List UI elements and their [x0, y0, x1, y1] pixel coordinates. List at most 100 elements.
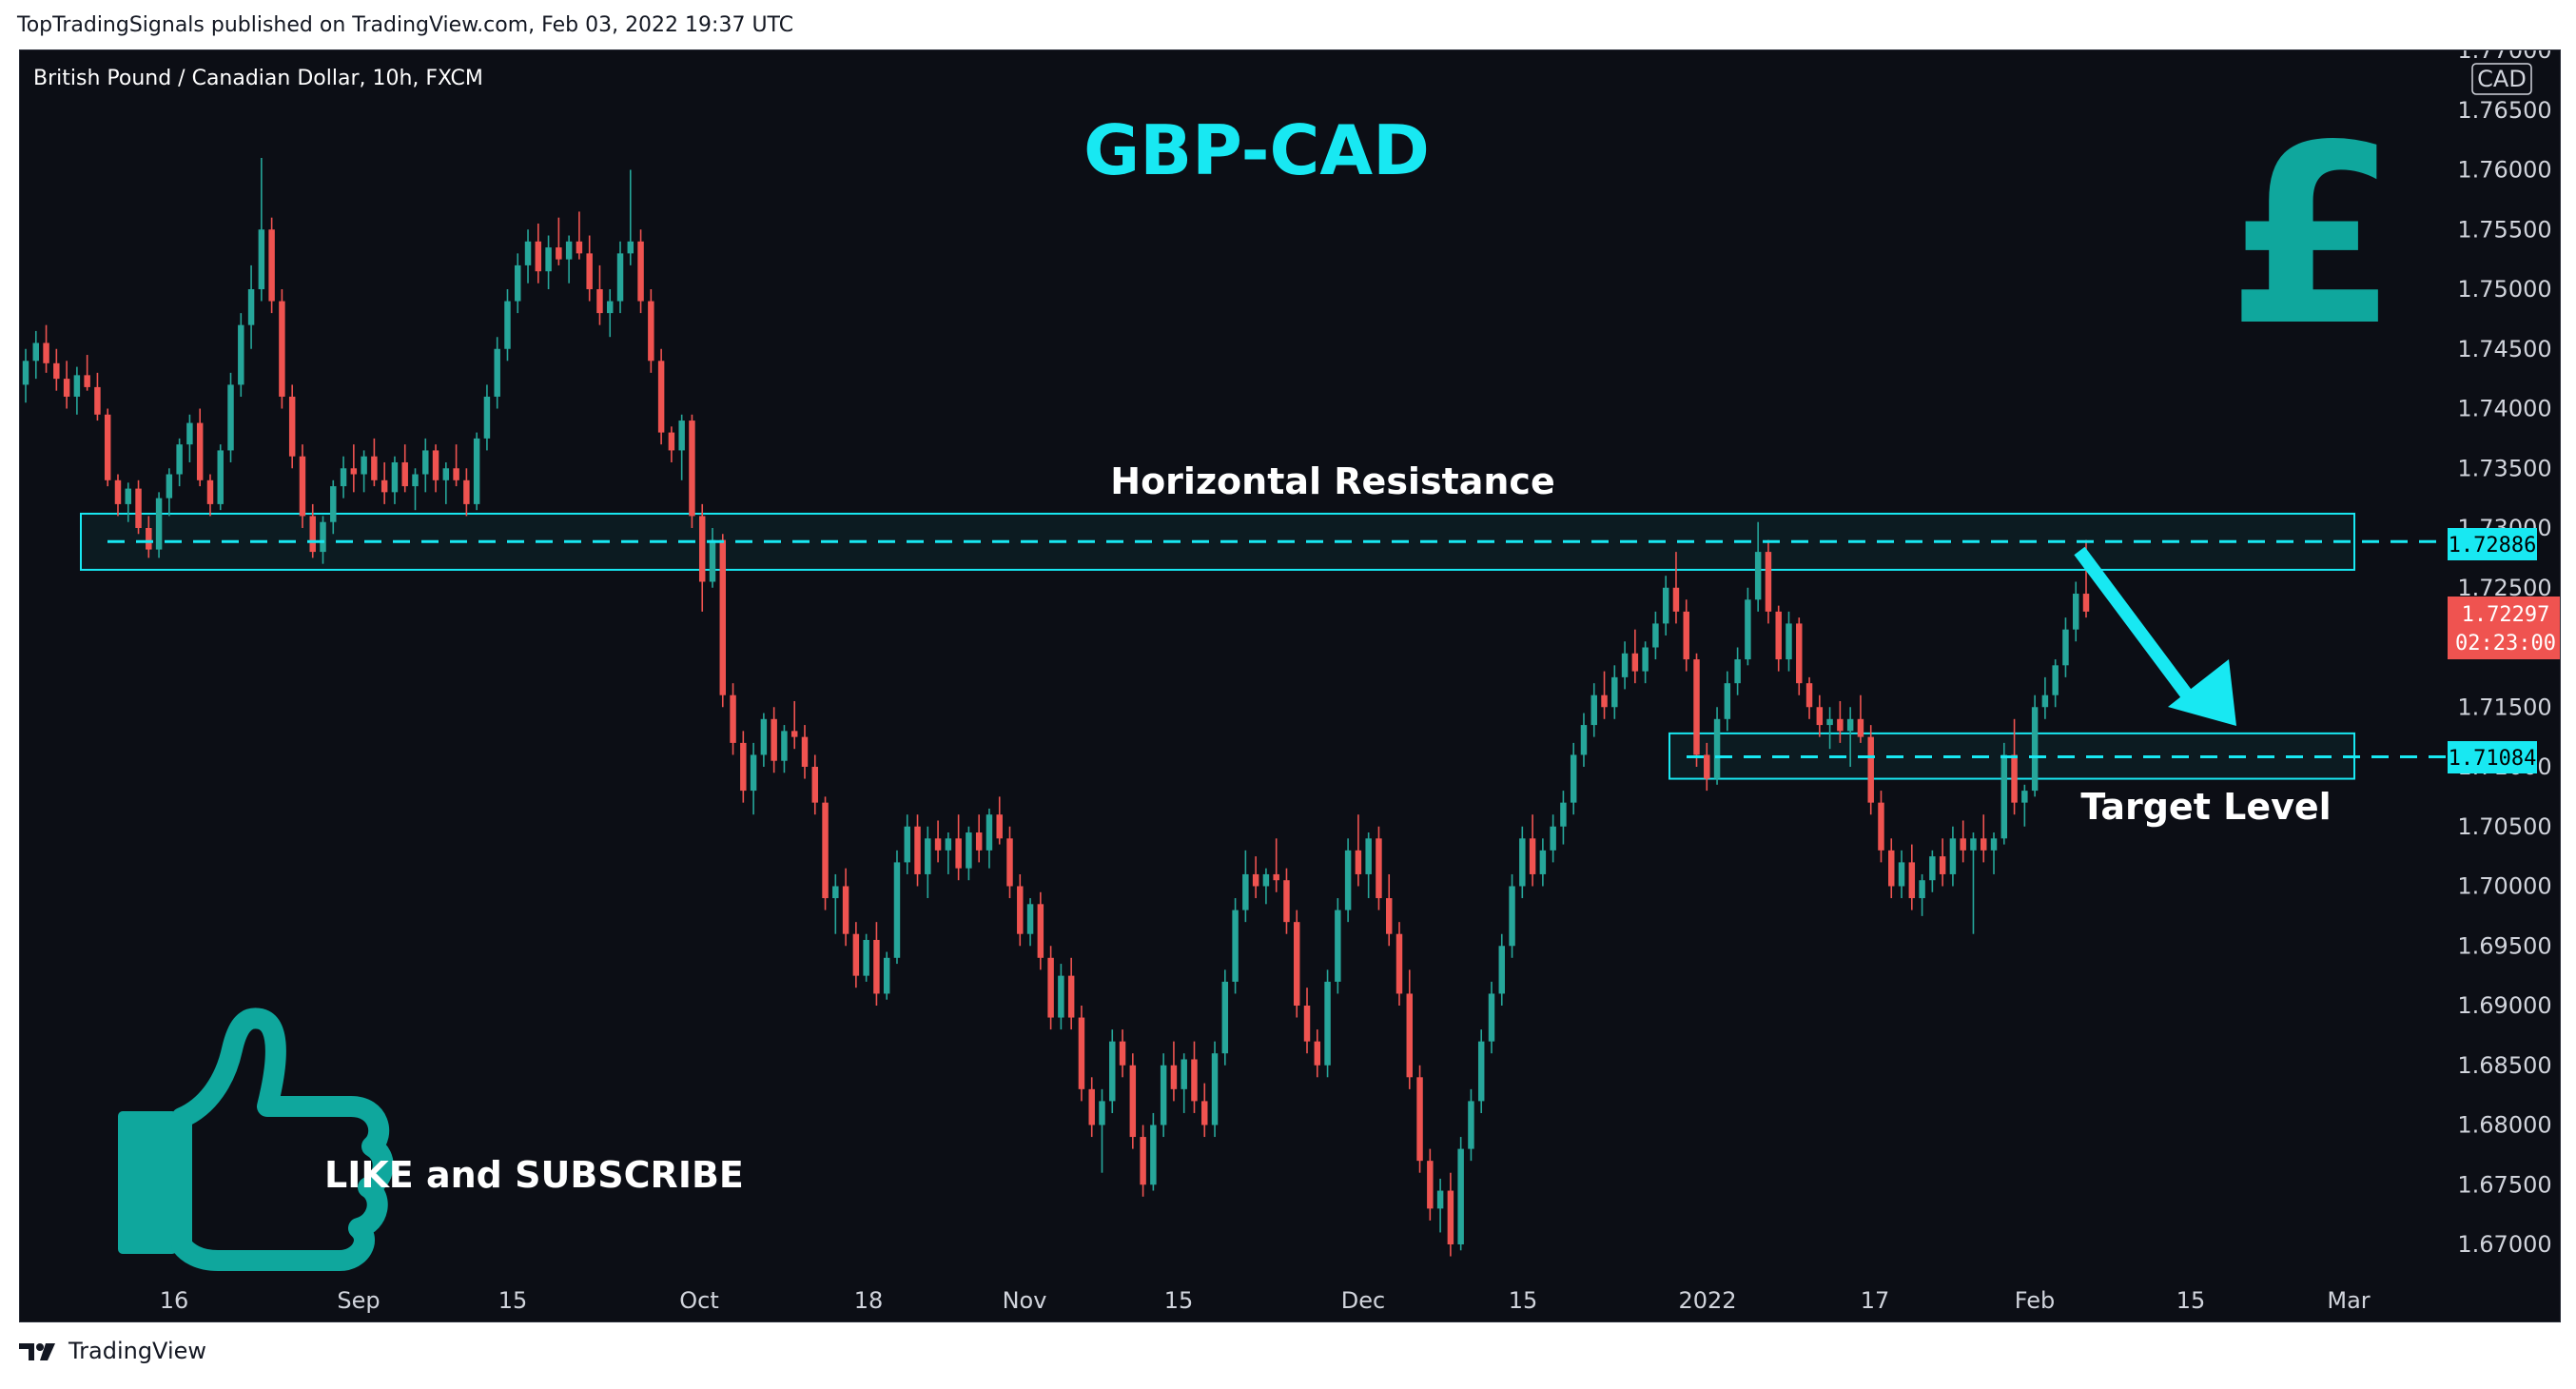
- y-tick-label: 1.68500: [2457, 1052, 2551, 1079]
- candle-body: [2000, 754, 2008, 839]
- candle-body: [1898, 862, 1905, 887]
- candle-body: [63, 379, 70, 397]
- candle-body: [790, 731, 798, 737]
- candle-body: [1324, 981, 1331, 1066]
- candle-body: [893, 862, 901, 958]
- candle-body: [2072, 594, 2079, 630]
- tradingview-logo-icon: [19, 1343, 55, 1360]
- candle-body: [1140, 1137, 1146, 1185]
- candle-body: [750, 754, 757, 792]
- resistance-price-tag: 1.72886: [2448, 528, 2537, 560]
- candle-body: [1960, 838, 1966, 851]
- candle-body: [565, 241, 573, 260]
- candle-body: [996, 814, 1003, 839]
- candle-body: [1857, 718, 1864, 737]
- candle-body: [637, 241, 644, 302]
- candle-body: [1816, 707, 1824, 726]
- symbol-title[interactable]: British Pound / Canadian Dollar, 10h, FX…: [33, 67, 483, 90]
- candle-body: [1846, 718, 1854, 732]
- candle-body: [535, 241, 542, 272]
- candle-body: [1201, 1101, 1208, 1125]
- candlestick-chart[interactable]: British Pound / Canadian Dollar, 10h, FX…: [20, 50, 2560, 1321]
- candle-body: [822, 802, 829, 899]
- y-tick-label: 1.73500: [2457, 455, 2551, 481]
- y-tick-label: 1.67000: [2457, 1231, 2551, 1258]
- candle-body: [1837, 718, 1844, 732]
- y-tick-label: 1.68000: [2457, 1112, 2551, 1139]
- x-tick-label: 17: [1861, 1287, 1890, 1314]
- candle-body: [730, 694, 736, 743]
- tradingview-footer[interactable]: TradingView: [17, 1338, 206, 1364]
- candle-body: [1006, 838, 1013, 887]
- candle-body: [1314, 1041, 1321, 1066]
- candle-body: [1765, 552, 1772, 612]
- candle-body: [176, 444, 183, 475]
- candle-body: [1109, 1041, 1116, 1102]
- candle-body: [934, 838, 942, 851]
- candle-body: [1786, 623, 1792, 660]
- candle-body: [463, 479, 470, 504]
- candle-body: [1662, 587, 1669, 624]
- candle-body: [1191, 1059, 1198, 1102]
- candle-body: [1427, 1161, 1434, 1209]
- candle-body: [945, 838, 952, 851]
- candle-body: [206, 479, 214, 504]
- candle-body: [2052, 665, 2059, 695]
- candle-body: [586, 253, 593, 289]
- x-tick-label: Mar: [2327, 1287, 2370, 1314]
- chart-panel[interactable]: British Pound / Canadian Dollar, 10h, FX…: [19, 49, 2561, 1322]
- candle-body: [135, 488, 142, 528]
- candle-body: [483, 396, 491, 439]
- candle-body: [1376, 838, 1382, 899]
- candle-body: [361, 456, 367, 475]
- candle-body: [1826, 718, 1833, 726]
- candle-body: [2062, 629, 2069, 666]
- time-axis[interactable]: 16 Sep 15 Oct 18 Nov 15 Dec 15 2022 17 Feb 15 Mar: [160, 1287, 2371, 1314]
- candle-body: [1970, 838, 1977, 851]
- y-tick-label: 1.69000: [2457, 992, 2551, 1019]
- level-lines: [107, 539, 2448, 758]
- candle-body: [238, 324, 244, 385]
- candle-series: [22, 157, 2090, 1257]
- candle-body: [1099, 1101, 1105, 1125]
- candle-body: [1949, 838, 1957, 874]
- candle-body: [442, 468, 450, 480]
- candle-body: [832, 886, 839, 899]
- candle-body: [627, 241, 634, 254]
- candle-body: [698, 516, 706, 582]
- y-tick-label: 1.76000: [2457, 157, 2551, 184]
- candle-body: [1919, 880, 1925, 899]
- y-tick-label: 1.75500: [2457, 216, 2551, 243]
- candle-body: [1181, 1059, 1187, 1089]
- candle-body: [258, 229, 265, 289]
- candle-body: [1355, 850, 1362, 874]
- candle-body: [1335, 910, 1341, 982]
- candle-body: [2041, 694, 2049, 708]
- candle-body: [1539, 850, 1547, 874]
- candle-body: [1704, 754, 1710, 779]
- candle-body: [955, 838, 962, 869]
- candle-body: [494, 348, 500, 397]
- candle-body: [2031, 707, 2039, 792]
- candle-body: [1796, 623, 1803, 684]
- candle-body: [73, 375, 81, 397]
- candle-body: [576, 241, 583, 254]
- candle-body: [1683, 611, 1689, 660]
- candle-body: [1560, 802, 1567, 827]
- candle-body: [391, 461, 399, 493]
- y-tick-label: 1.71500: [2457, 694, 2551, 720]
- candle-body: [1067, 975, 1075, 1018]
- candle-body: [1888, 850, 1895, 887]
- candle-body: [657, 361, 665, 433]
- candle-body: [986, 814, 993, 851]
- candle-body: [330, 486, 337, 522]
- candle-body: [186, 422, 193, 445]
- candle-body: [1529, 838, 1536, 874]
- candle-body: [1990, 838, 1998, 851]
- candle-body: [1273, 873, 1279, 881]
- price-axis[interactable]: 1.77000 1.76500 1.76000 1.75500 1.75000 1.745…: [2457, 50, 2551, 1258]
- y-tick-label: 1.76500: [2457, 97, 2551, 124]
- candle-body: [43, 342, 49, 363]
- candle-body: [1519, 838, 1526, 887]
- candle-body: [1621, 653, 1629, 677]
